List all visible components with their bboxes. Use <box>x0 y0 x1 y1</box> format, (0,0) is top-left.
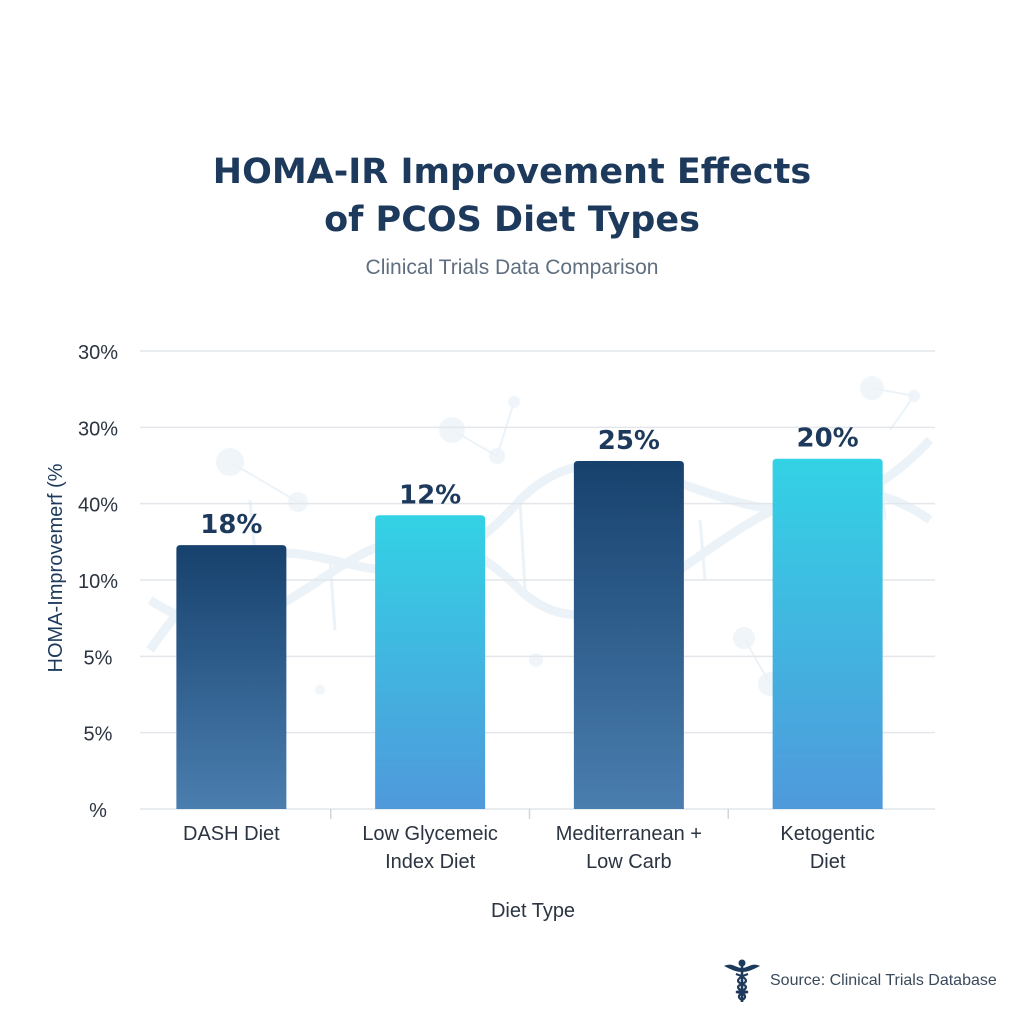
x-axis-label: Diet Type <box>491 900 575 922</box>
bars <box>176 458 883 809</box>
x-category-label: DASH Diet <box>183 823 280 845</box>
y-tick-label: 5% <box>84 724 113 746</box>
x-category-label: Mediterranean + <box>556 823 702 845</box>
y-tick-label: 10% <box>78 571 118 593</box>
bar-value-label: 18% <box>200 510 262 540</box>
bar-0 <box>176 545 287 809</box>
bar-value-labels: 18% 12% 25% 20% <box>200 424 858 540</box>
bar-1 <box>375 515 486 809</box>
y-axis-label: HOMA-Improvemerf (% <box>45 463 67 672</box>
x-category-label: Low Glycemeic <box>362 823 498 845</box>
chart-subtitle: Clinical Trials Data Comparison <box>365 256 659 279</box>
caduceus-icon <box>724 959 760 1002</box>
chart-title-line-2: of PCOS Diet Types <box>324 200 700 240</box>
bar-value-label: 20% <box>797 424 859 454</box>
x-axis-categories: DASH Diet Low Glycemeic Index Diet Mediterr… <box>183 823 875 873</box>
source-footer: Source: Clinical Trials Database <box>722 958 997 1004</box>
y-axis-ticks: 30% 30% 40% 10% 5% 5%% <box>78 342 118 822</box>
x-category-label: Index Diet <box>385 851 475 873</box>
y-tick-label: 30% <box>78 418 118 440</box>
x-category-label: Low Carb <box>586 851 672 873</box>
bar-3 <box>772 458 883 809</box>
chart-title: HOMA-IR Improvement Effects of PCOS Diet… <box>0 148 1024 244</box>
x-category-label: Ketogentic <box>780 823 875 845</box>
x-category-label: Diet <box>810 851 846 873</box>
source-text: Source: Clinical Trials Database <box>770 972 997 989</box>
bar-value-label: 25% <box>598 426 660 456</box>
y-tick-label: 5% <box>84 647 113 669</box>
bar-2 <box>573 460 684 809</box>
y-tick-label: % <box>89 800 107 822</box>
y-tick-label: 40% <box>78 495 118 517</box>
chart-title-line-1: HOMA-IR Improvement Effects <box>212 152 812 192</box>
y-tick-label: 30% <box>78 342 118 364</box>
bar-value-label: 12% <box>399 480 461 510</box>
